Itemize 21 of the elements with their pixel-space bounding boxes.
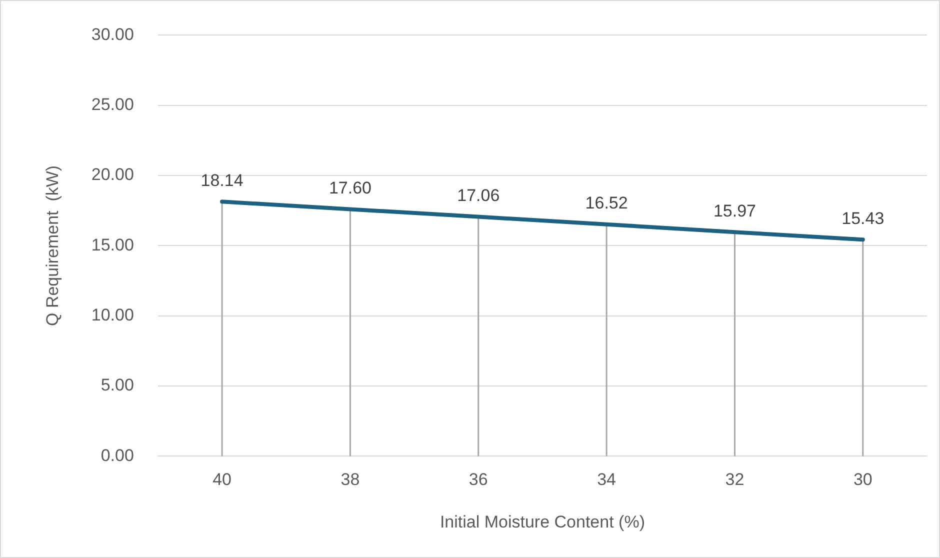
y-axis-title: Q Requirement (kW) bbox=[42, 165, 62, 326]
x-axis-title: Initial Moisture Content (%) bbox=[440, 512, 645, 532]
y-tick-label: 10.00 bbox=[91, 306, 134, 325]
x-tick-label: 30 bbox=[853, 470, 872, 490]
x-tick-label: 36 bbox=[468, 470, 488, 490]
text: 16.52 bbox=[585, 194, 628, 213]
text: 17.60 bbox=[328, 178, 372, 198]
y-tick-label: 25.00 bbox=[91, 95, 134, 114]
text: 15.43 bbox=[842, 208, 884, 228]
y-tick-label: 5.00 bbox=[100, 376, 134, 395]
x-tick-label: 40 bbox=[212, 470, 232, 490]
y-tick-label: 15.00 bbox=[91, 235, 134, 254]
y-tick-label: 20.00 bbox=[91, 165, 134, 184]
y-tick-label: 30.00 bbox=[91, 24, 134, 44]
x-tick-label: 38 bbox=[340, 470, 360, 490]
x-tick-label: 34 bbox=[597, 470, 616, 490]
text: 17.06 bbox=[457, 186, 500, 205]
text: 15.97 bbox=[713, 201, 756, 220]
x-tick-label: 32 bbox=[725, 470, 744, 490]
text: 18.14 bbox=[200, 170, 244, 190]
y-tick-label: 0.00 bbox=[100, 446, 134, 465]
